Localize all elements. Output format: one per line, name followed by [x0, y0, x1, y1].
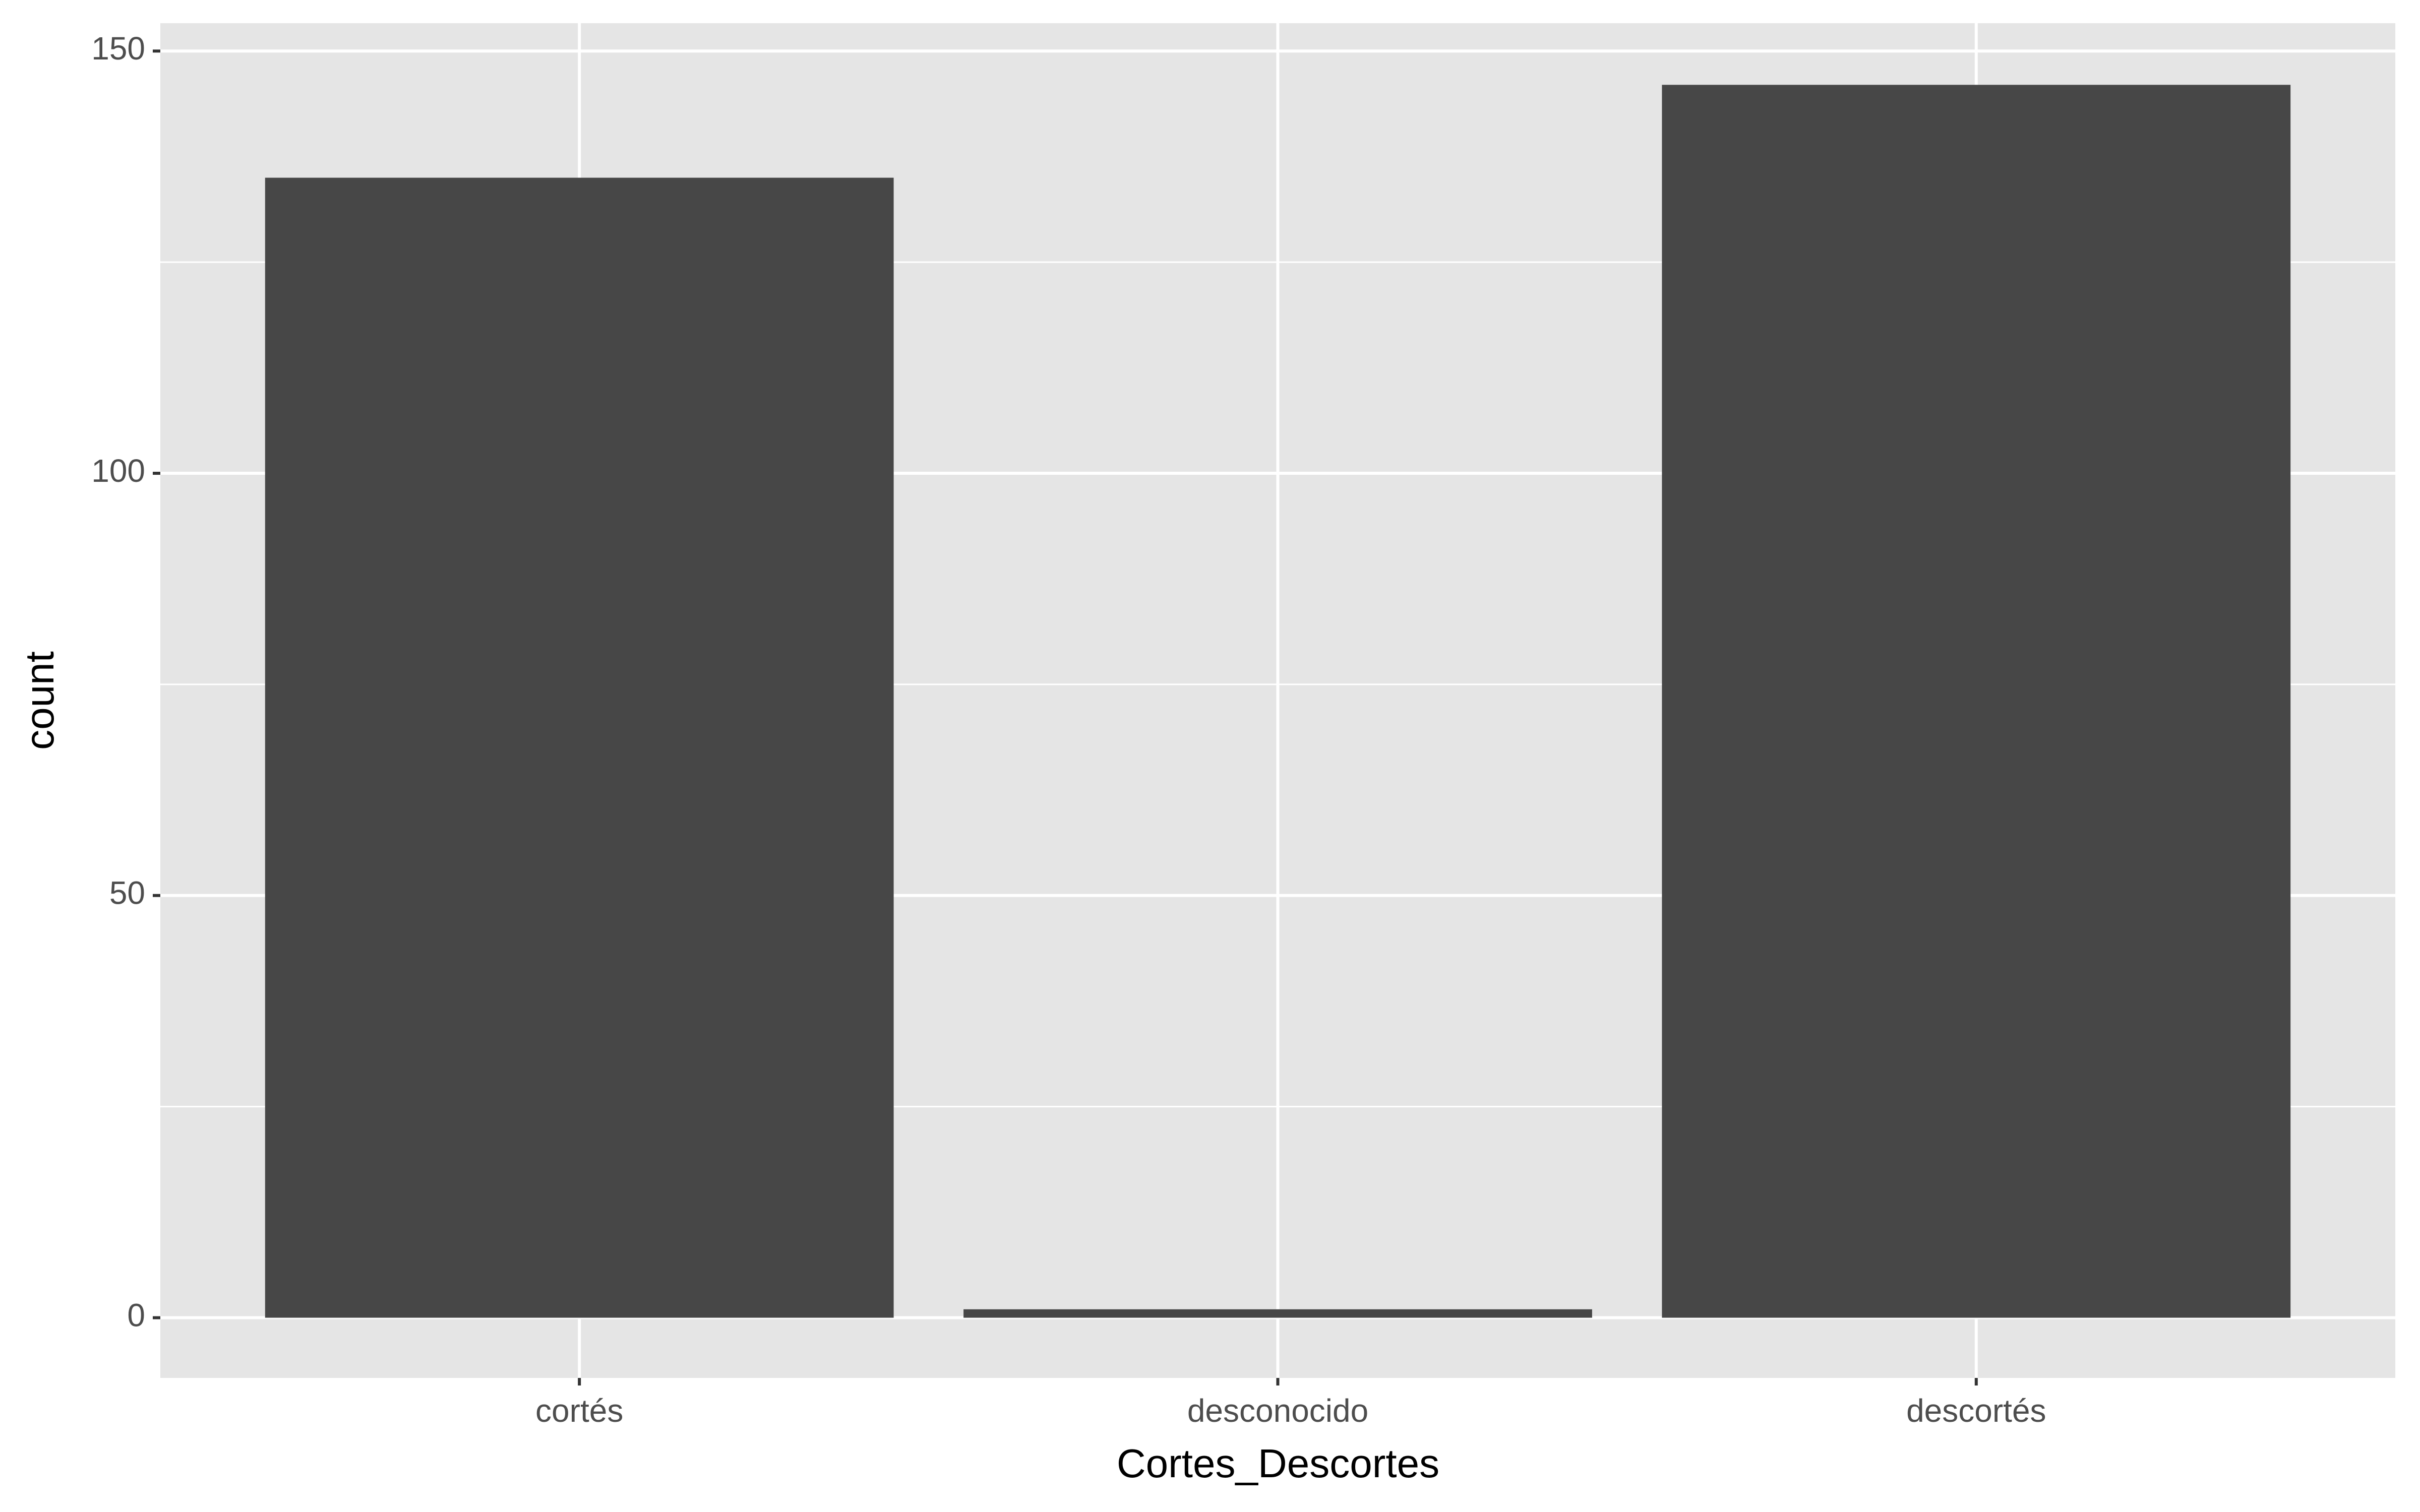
y-tick-label: 150: [91, 30, 145, 67]
x-tick-label: cortés: [535, 1393, 623, 1429]
bar: [265, 177, 894, 1318]
y-axis-title: count: [17, 651, 62, 750]
y-tick-label: 50: [109, 875, 145, 911]
x-axis-title: Cortes_Descortes: [1117, 1441, 1439, 1486]
x-tick-label: desconocido: [1187, 1393, 1368, 1429]
bar: [963, 1309, 1592, 1318]
x-tick-label: descortés: [1906, 1393, 2046, 1429]
bar: [1662, 85, 2291, 1318]
y-tick-label: 100: [91, 453, 145, 489]
y-tick-label: 0: [127, 1297, 145, 1333]
